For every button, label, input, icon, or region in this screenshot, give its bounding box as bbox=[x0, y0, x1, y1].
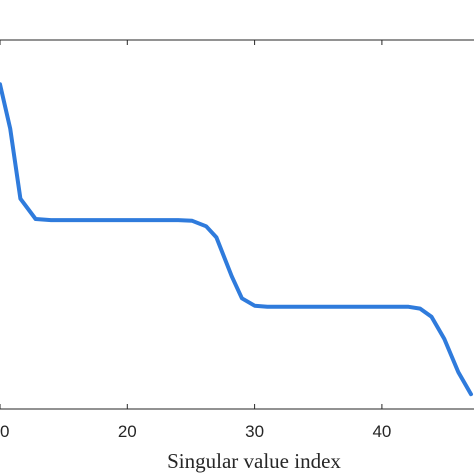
x-tick-label: 10 bbox=[0, 422, 9, 441]
x-axis-label: Singular value index bbox=[167, 449, 341, 473]
x-tick-label: 20 bbox=[118, 422, 137, 441]
series-group bbox=[0, 82, 473, 397]
x-ticks bbox=[0, 40, 383, 409]
x-tick-labels: 10 20 30 40 bbox=[0, 422, 391, 441]
x-tick-label: 30 bbox=[245, 422, 264, 441]
axes-frame bbox=[0, 39, 474, 410]
x-tick-label: 40 bbox=[372, 422, 391, 441]
series-line bbox=[0, 82, 473, 397]
